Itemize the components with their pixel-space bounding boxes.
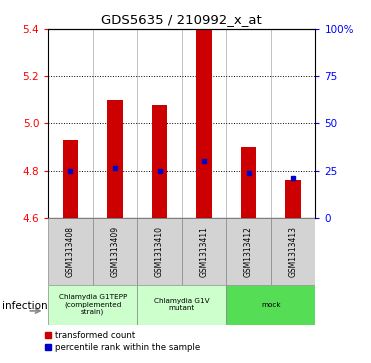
Bar: [182, 218, 226, 285]
Bar: [226, 285, 315, 325]
Bar: [226, 218, 271, 285]
Bar: [137, 285, 226, 325]
Text: infection: infection: [2, 301, 47, 311]
Text: GSM1313410: GSM1313410: [155, 226, 164, 277]
Bar: [196, 29, 212, 218]
Title: GDS5635 / 210992_x_at: GDS5635 / 210992_x_at: [101, 13, 262, 26]
Bar: [241, 147, 256, 218]
Text: GSM1313408: GSM1313408: [66, 226, 75, 277]
Bar: [137, 218, 182, 285]
Legend: transformed count, percentile rank within the sample: transformed count, percentile rank withi…: [45, 331, 200, 352]
Bar: [152, 105, 167, 218]
Text: mock: mock: [261, 302, 280, 308]
Text: GSM1313411: GSM1313411: [200, 226, 209, 277]
Bar: [48, 218, 93, 285]
Bar: [63, 140, 78, 218]
Bar: [285, 180, 301, 218]
Text: GSM1313409: GSM1313409: [111, 226, 119, 277]
Bar: [271, 218, 315, 285]
Text: Chlamydia G1V
mutant: Chlamydia G1V mutant: [154, 298, 210, 311]
Bar: [93, 218, 137, 285]
Bar: [107, 100, 123, 218]
Bar: [48, 285, 137, 325]
Text: GSM1313413: GSM1313413: [289, 226, 298, 277]
Text: Chlamydia G1TEPP
(complemented
strain): Chlamydia G1TEPP (complemented strain): [59, 294, 127, 315]
Text: GSM1313412: GSM1313412: [244, 226, 253, 277]
